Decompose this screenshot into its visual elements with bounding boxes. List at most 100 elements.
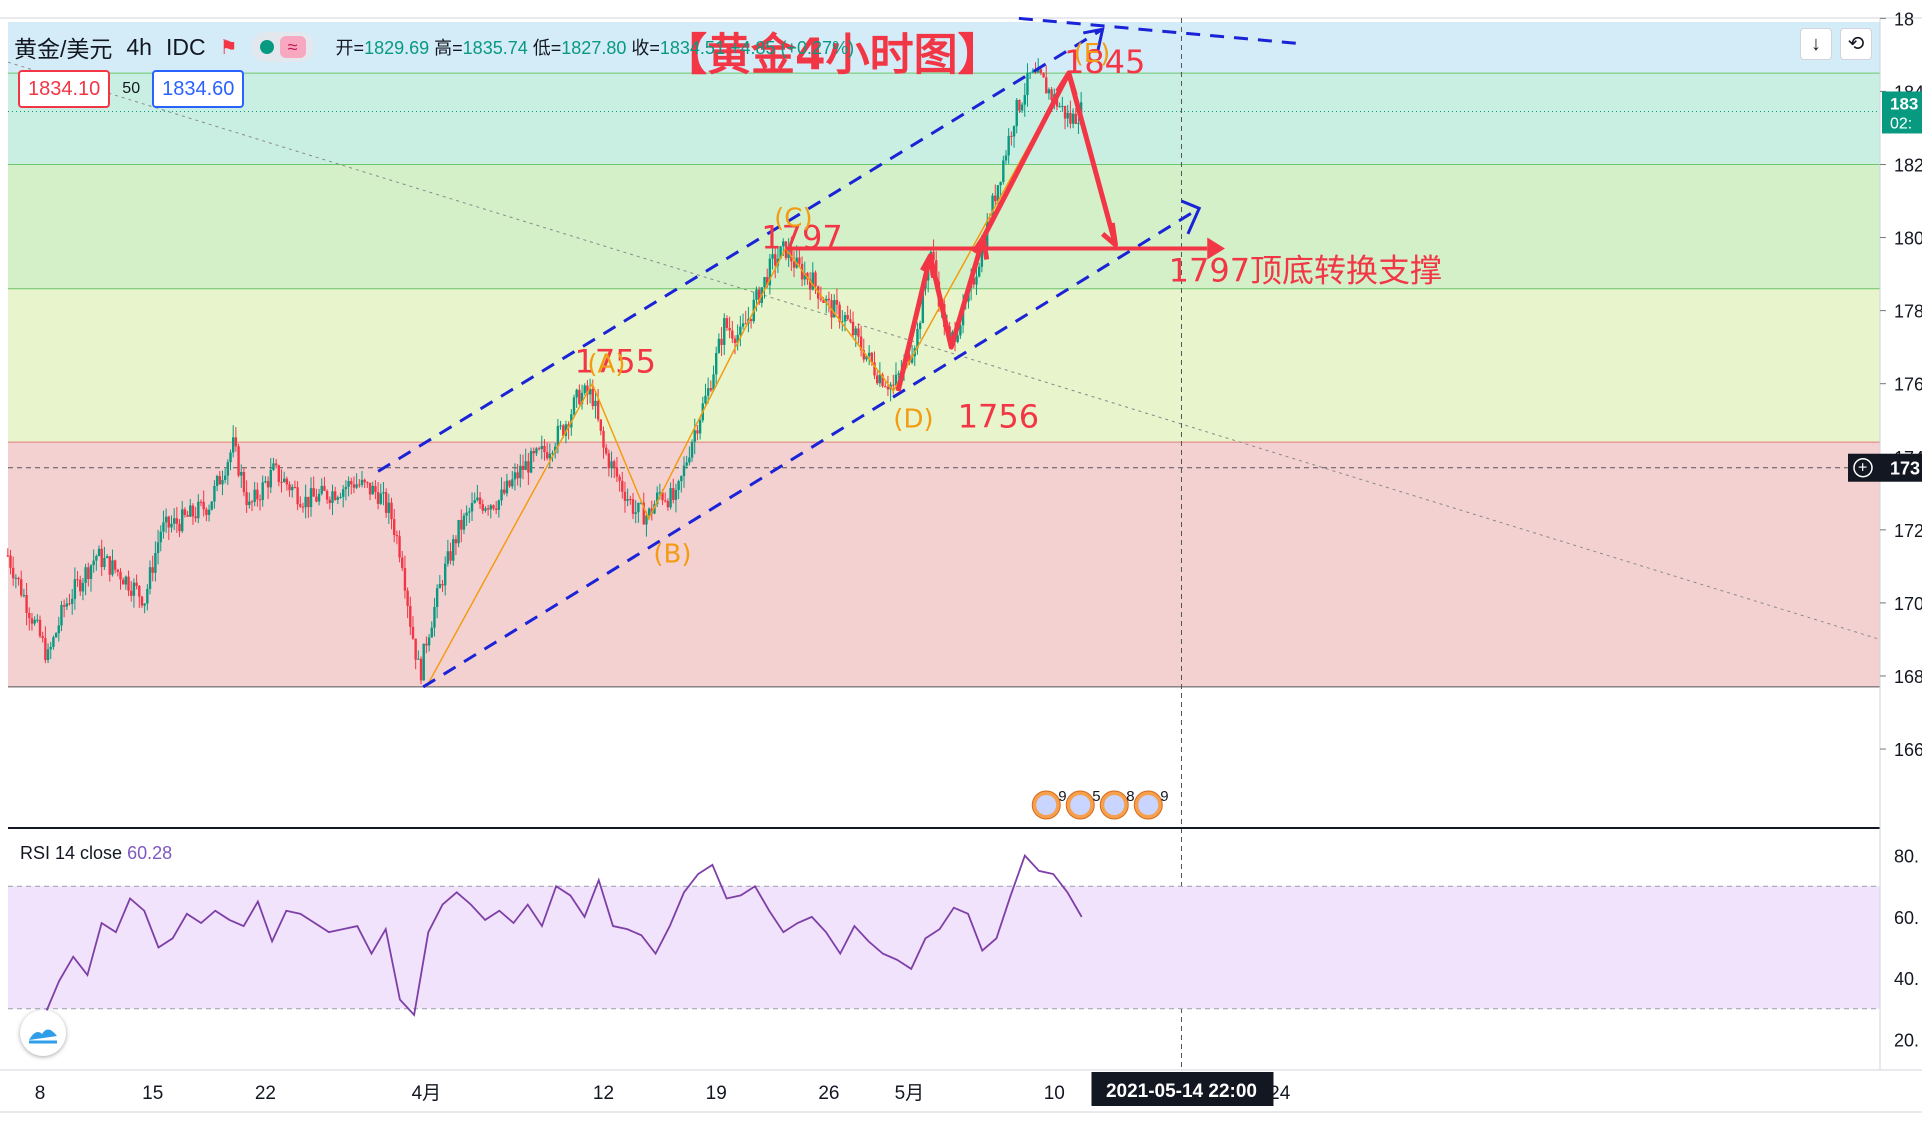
scroll-to-latest-button[interactable]: ↓ <box>1800 28 1832 60</box>
candle-body <box>688 457 691 463</box>
interval-label[interactable]: 4h <box>126 33 152 60</box>
candle-body <box>669 488 672 508</box>
candle-body <box>545 452 549 459</box>
candle-body <box>146 589 149 604</box>
rsi-band <box>8 886 1880 1009</box>
candle-body <box>79 579 82 592</box>
candle-body <box>248 501 251 506</box>
buy-price-button[interactable]: 1834.60 <box>152 70 245 108</box>
candle-body <box>89 565 93 579</box>
candle-body <box>500 489 503 501</box>
candle-body <box>95 556 98 561</box>
candle-body <box>878 374 882 384</box>
candle-body <box>494 508 498 510</box>
candle-body <box>717 338 721 353</box>
candle-body <box>261 482 264 500</box>
candle-body <box>1077 123 1080 125</box>
candle-body <box>524 461 527 470</box>
channel-lower-line <box>422 207 1200 689</box>
candle-body <box>22 595 26 597</box>
reset-chart-button[interactable]: ⟲ <box>1840 28 1872 60</box>
candle-body <box>548 453 552 459</box>
candle-body <box>765 277 769 286</box>
candle-body <box>1012 126 1016 137</box>
time-axis-label: 22 <box>255 1083 276 1104</box>
candle-body <box>111 560 114 575</box>
candle-body <box>674 489 678 500</box>
candle-body <box>245 492 248 506</box>
candle-body <box>119 571 122 580</box>
market-status-pill[interactable]: ≈ <box>251 32 314 62</box>
candle-body <box>733 338 737 344</box>
candle-body <box>615 467 619 477</box>
current-price-tag <box>1882 91 1922 134</box>
candle-body <box>462 515 466 530</box>
candle-body <box>148 567 152 590</box>
candle-body <box>258 499 262 501</box>
candle-body <box>916 328 919 349</box>
candle-body <box>680 476 683 482</box>
candle-body <box>1026 72 1029 96</box>
rsi-value: 60.28 <box>127 843 173 863</box>
candle-body <box>291 486 294 491</box>
candle-body <box>551 453 554 455</box>
candle-body <box>430 627 433 638</box>
candle-body <box>374 485 377 493</box>
candle-body <box>309 488 313 508</box>
red-arrowhead-1 <box>971 235 990 260</box>
candle-body <box>1020 104 1024 111</box>
sell-price-button[interactable]: 1834.10 <box>18 70 111 108</box>
candle-body <box>516 472 519 479</box>
rsi-axis-label: 60. <box>1894 908 1919 928</box>
candle-body <box>918 323 922 329</box>
candle-body <box>344 486 348 490</box>
rsi-axis-label: 40. <box>1894 969 1919 989</box>
flag-icon[interactable]: ⚑ <box>219 36 238 59</box>
candle-body <box>460 519 463 530</box>
candle-body <box>1007 135 1010 156</box>
candle-body <box>186 514 189 517</box>
red-arrowhead-3 <box>1100 222 1118 248</box>
candle-body <box>76 579 79 581</box>
rsi-legend: RSI 14 close 60.28 <box>20 843 172 864</box>
candle-body <box>108 556 111 575</box>
wave-zigzag <box>425 72 1070 688</box>
candle-body <box>1031 70 1035 73</box>
candle-body <box>41 636 44 639</box>
tradingview-logo-icon[interactable] <box>20 1010 66 1056</box>
price-axis-label: 172 <box>1894 521 1922 541</box>
time-axis-label: 4月 <box>412 1083 442 1104</box>
candle-body <box>808 279 812 290</box>
candle-body <box>1061 105 1064 107</box>
candle-body <box>46 649 50 661</box>
candle-body <box>272 463 275 470</box>
candle-body <box>6 555 9 557</box>
candle-body <box>71 598 74 604</box>
candle-body <box>207 509 211 515</box>
candle-body <box>792 261 796 268</box>
candle-body <box>347 481 350 487</box>
candle-body <box>782 241 785 247</box>
candle-body <box>355 484 358 488</box>
candle-body <box>578 389 581 405</box>
candle-body <box>250 501 254 503</box>
candle-body <box>191 505 195 517</box>
chart-legend: 黄金/美元 4h IDC ⚑ ≈ 开=1829.69 高=1835.74 低=1… <box>14 30 854 64</box>
candle-body <box>443 563 447 586</box>
symbol-name[interactable]: 黄金/美元 <box>14 36 113 62</box>
candle-body <box>779 246 782 259</box>
candle-body <box>336 497 340 500</box>
candle-body <box>586 385 589 395</box>
candle-body <box>457 519 460 544</box>
candle-body <box>325 490 329 500</box>
candle-body <box>1047 89 1051 94</box>
candle-body <box>583 385 586 393</box>
price-axis-label: 168 <box>1894 667 1922 687</box>
rsi-axis-label: 20. <box>1894 1030 1919 1050</box>
candle-body <box>371 485 374 495</box>
candle-body <box>631 499 635 514</box>
time-axis-label: 10 <box>1044 1083 1065 1104</box>
candle-body <box>417 658 420 660</box>
candle-body <box>814 272 817 287</box>
